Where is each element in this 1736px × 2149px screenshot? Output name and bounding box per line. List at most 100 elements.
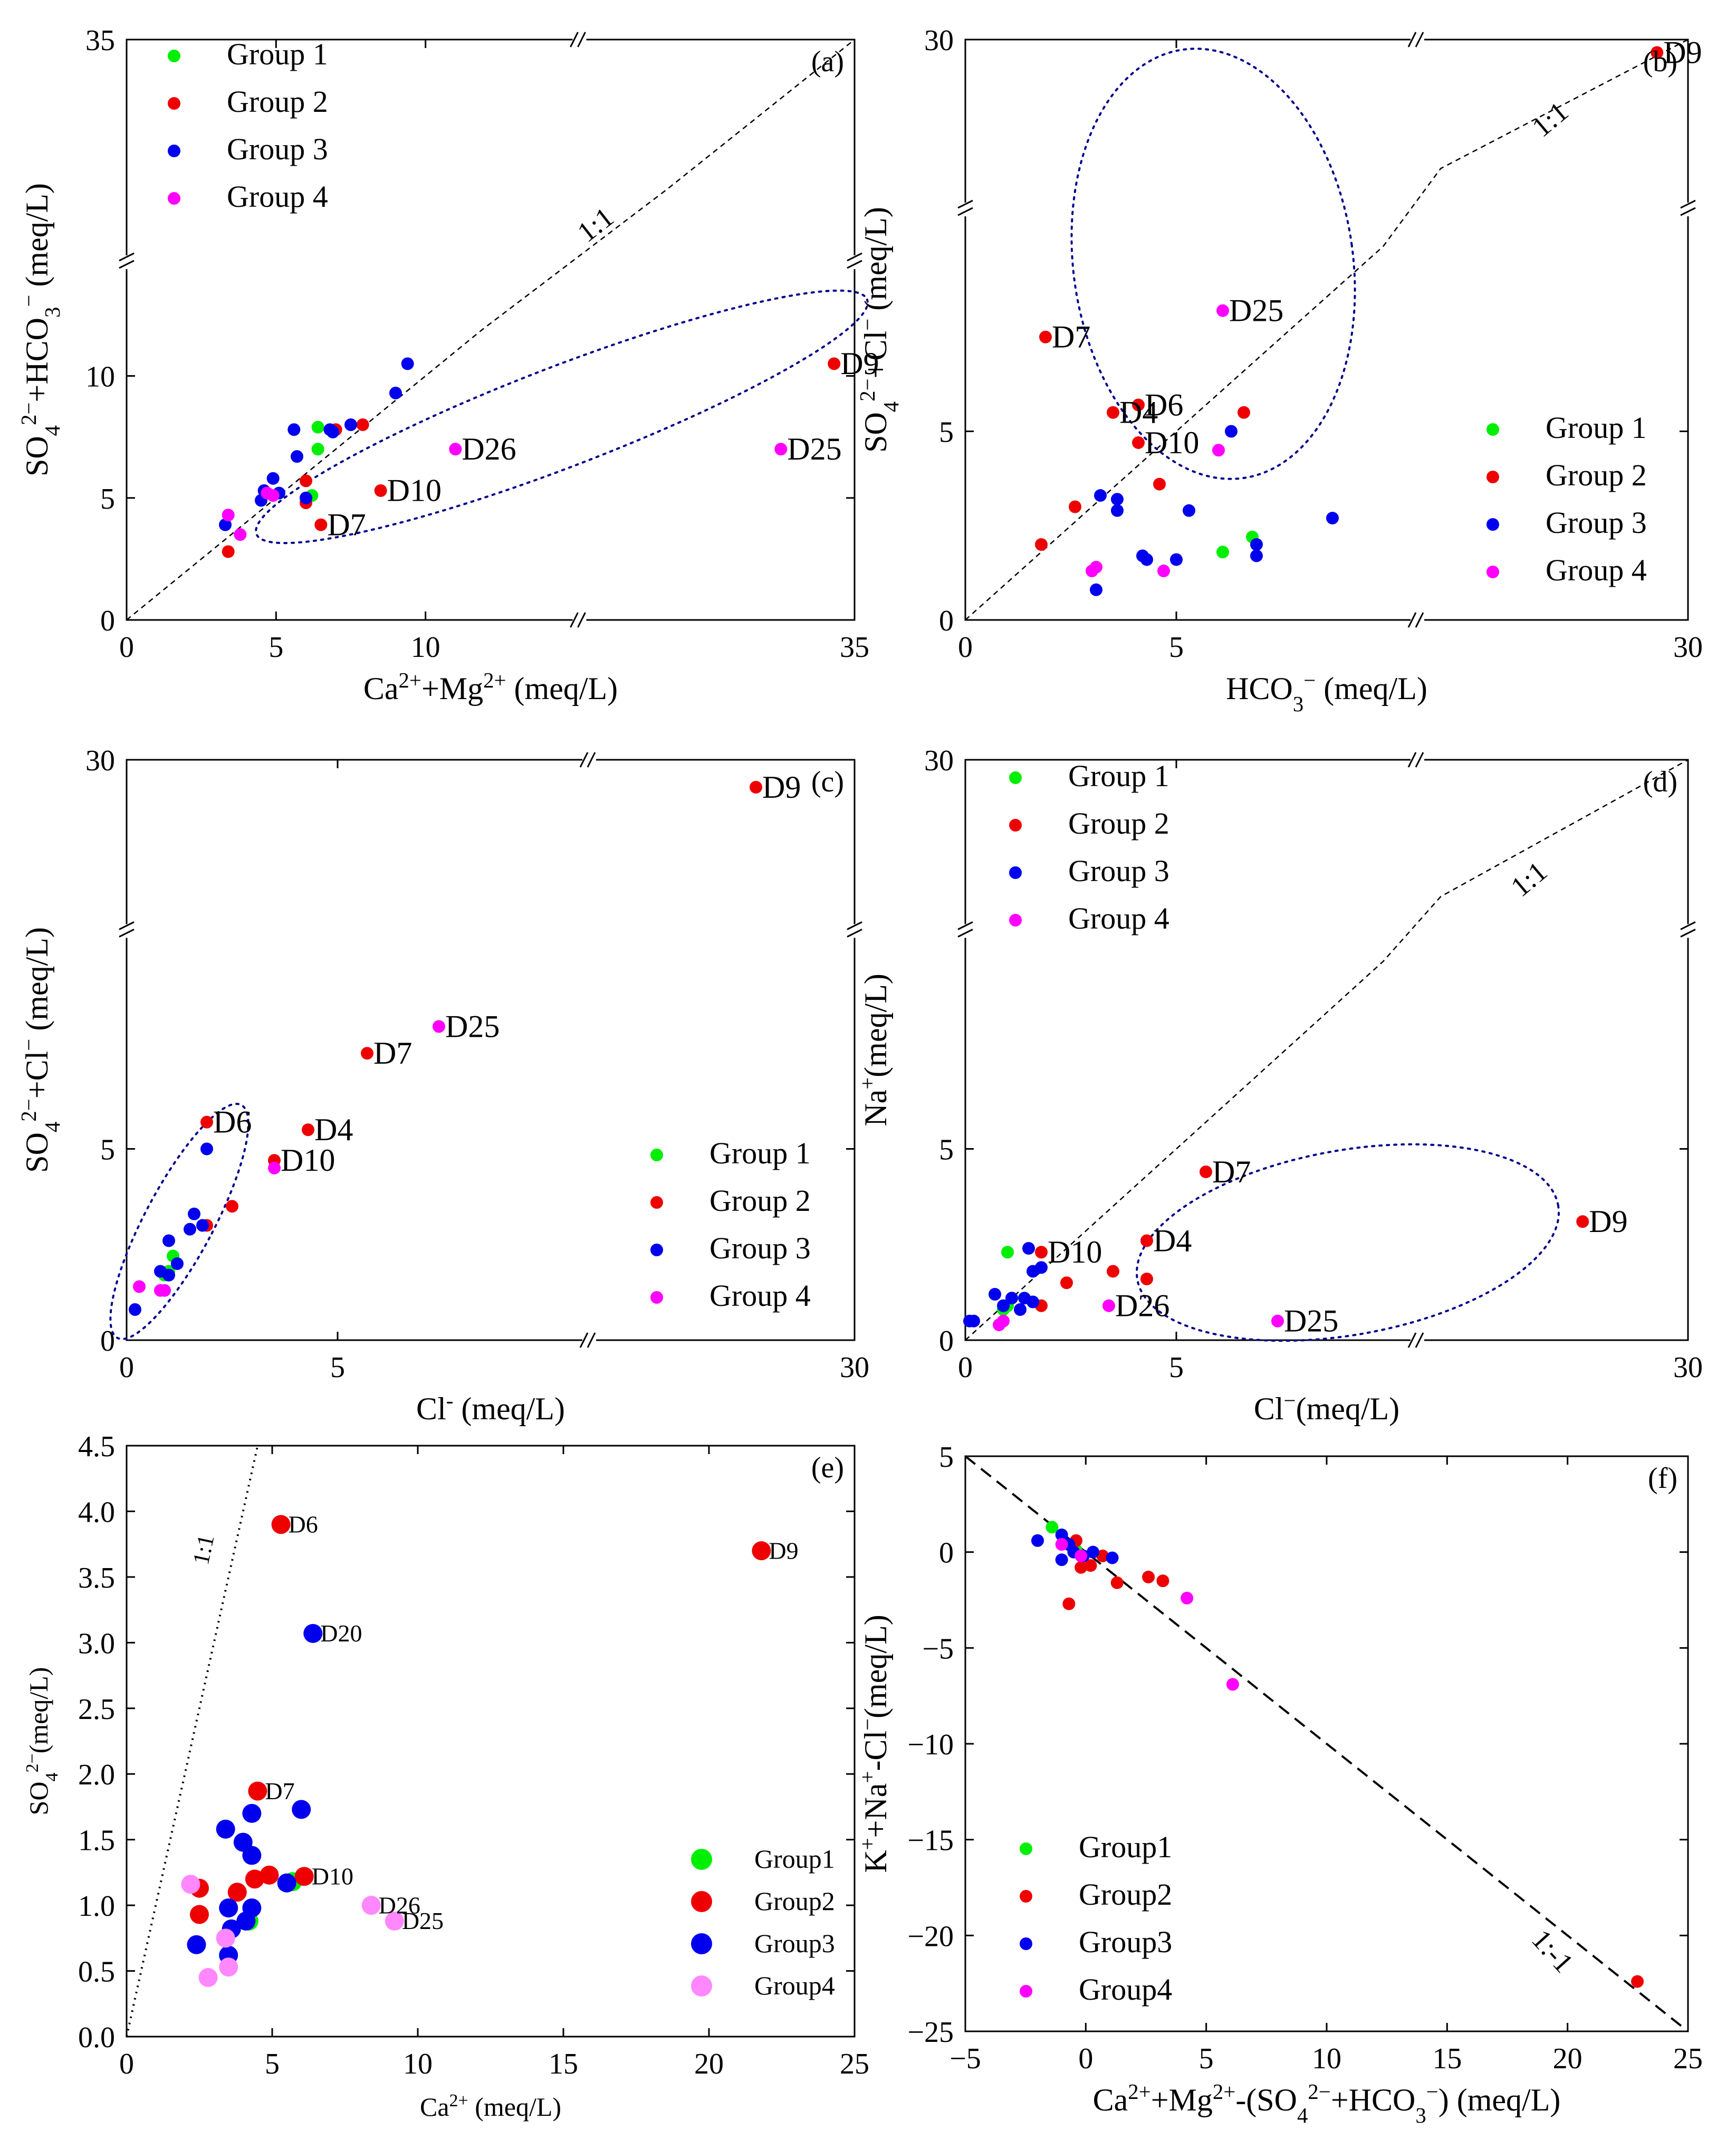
- data-point: [1055, 1553, 1068, 1567]
- data-point: [1132, 436, 1145, 449]
- axis-break-mark: [1680, 929, 1696, 938]
- series-group-4: [1086, 304, 1229, 578]
- point-label: D26: [1115, 1288, 1169, 1323]
- data-point: [989, 1288, 1001, 1301]
- data-point: [1576, 1215, 1589, 1228]
- label-segment: +Mg: [1151, 2083, 1213, 2117]
- y-tick-label: 5: [100, 1134, 115, 1167]
- panel-label: (b): [1643, 45, 1677, 78]
- data-point: [1005, 1292, 1018, 1305]
- data-point: [1631, 1975, 1644, 1988]
- label-segment: 2+: [449, 2091, 468, 2110]
- data-point: [1039, 330, 1052, 343]
- label-segment: Cl: [1254, 1391, 1284, 1426]
- data-point: [234, 528, 247, 541]
- legend-marker: [168, 50, 180, 62]
- x-tick-label: 10: [1312, 2042, 1341, 2075]
- x-tick-label: 5: [1199, 2042, 1214, 2075]
- legend: Group 1 Group 2 Group 3 Group 4: [168, 37, 328, 214]
- data-point: [1200, 1166, 1212, 1178]
- y-tick-label: −15: [907, 1825, 954, 1857]
- y-axis-title: Na+(meq/L): [856, 973, 894, 1126]
- label-segment: (meq/L): [858, 1615, 893, 1718]
- x-tick-label: 20: [1553, 2042, 1582, 2075]
- legend-marker: [1486, 566, 1499, 578]
- data-point: [171, 1257, 184, 1270]
- point-label: D9: [762, 770, 801, 805]
- label-segment: SO: [24, 1782, 53, 1816]
- label-segment: 2+: [1128, 2080, 1150, 2104]
- label-segment: ) (meq/L): [1438, 2083, 1561, 2117]
- data-point: [242, 1846, 262, 1865]
- y-tick-label: 0: [100, 605, 115, 637]
- y-tick-label: 4.5: [78, 1430, 115, 1463]
- label-segment: (meq/L): [20, 927, 54, 1039]
- data-point: [1216, 546, 1229, 559]
- data-point: [302, 1123, 314, 1136]
- y-tick-label: −10: [907, 1728, 954, 1761]
- legend-label: Group 2: [1068, 806, 1169, 841]
- axis-break-mark: [1680, 207, 1696, 216]
- legend-marker: [168, 192, 180, 205]
- legend-label: Group1: [754, 1844, 835, 1874]
- data-point: [1035, 538, 1048, 551]
- point-label: D26: [462, 432, 516, 466]
- data-point: [242, 1898, 262, 1918]
- data-point: [385, 1911, 404, 1931]
- y-tick-label: 3.5: [78, 1562, 115, 1594]
- data-point: [1031, 1534, 1044, 1547]
- label-segment: 4: [41, 425, 64, 436]
- data-point: [198, 1968, 218, 1987]
- label-segment: 2−: [23, 1753, 42, 1772]
- data-point: [219, 518, 232, 531]
- label-segment: 4: [42, 1773, 62, 1782]
- data-point: [750, 781, 762, 794]
- series-group-4: [993, 1299, 1284, 1331]
- point-label: D7: [1052, 320, 1090, 355]
- data-point: [1132, 398, 1145, 412]
- label-segment: +: [856, 1838, 879, 1850]
- x-tick-label: 15: [1432, 2042, 1462, 2075]
- data-point: [1183, 504, 1195, 517]
- axis-break-mark: [847, 921, 862, 930]
- legend-label: Group3: [1079, 1925, 1172, 1959]
- point-label: D6: [213, 1105, 252, 1140]
- legend-label: Group 4: [709, 1278, 811, 1313]
- legend-marker: [1486, 423, 1499, 436]
- data-point: [266, 472, 280, 485]
- data-point: [1084, 1559, 1097, 1572]
- series-group-2: [1035, 1166, 1589, 1312]
- axis-break-mark: [579, 1332, 589, 1348]
- point-label: D10: [1048, 1235, 1102, 1269]
- x-axis-title: Cl- (meq/L): [416, 1389, 565, 1427]
- axis-break-mark: [1407, 752, 1417, 768]
- x-tick-label: 15: [549, 2048, 578, 2080]
- data-point: [1075, 1549, 1088, 1562]
- label-segment: +: [856, 1771, 879, 1783]
- axis-break-mark: [847, 252, 862, 262]
- y-tick-label: 5: [939, 1441, 954, 1474]
- x-tick-label: 35: [840, 631, 869, 664]
- data-point: [1110, 1576, 1124, 1589]
- label-segment: +HCO: [20, 318, 54, 403]
- plot-frame: [964, 759, 1689, 1341]
- point-label: D7: [1212, 1154, 1251, 1189]
- y-tick-label: 30: [924, 744, 954, 777]
- y-tick-label: −5: [922, 1632, 954, 1665]
- legend: Group1 Group2 Group3 Group4: [691, 1844, 835, 2000]
- x-tick-label: 30: [840, 1351, 869, 1384]
- label-segment: 2−: [17, 1099, 41, 1121]
- data-point: [242, 1803, 262, 1823]
- label-segment: 2−: [17, 403, 41, 425]
- axis-break-mark: [1415, 1332, 1424, 1348]
- data-point: [344, 418, 357, 431]
- label-segment: 4: [879, 402, 903, 412]
- point-label: D4: [314, 1112, 353, 1147]
- data-point: [1096, 1549, 1109, 1562]
- label-segment: 2+: [399, 668, 421, 692]
- point-label: D25: [1284, 1304, 1338, 1339]
- data-point: [361, 1896, 381, 1915]
- data-point: [184, 1222, 196, 1236]
- data-point: [1153, 477, 1166, 491]
